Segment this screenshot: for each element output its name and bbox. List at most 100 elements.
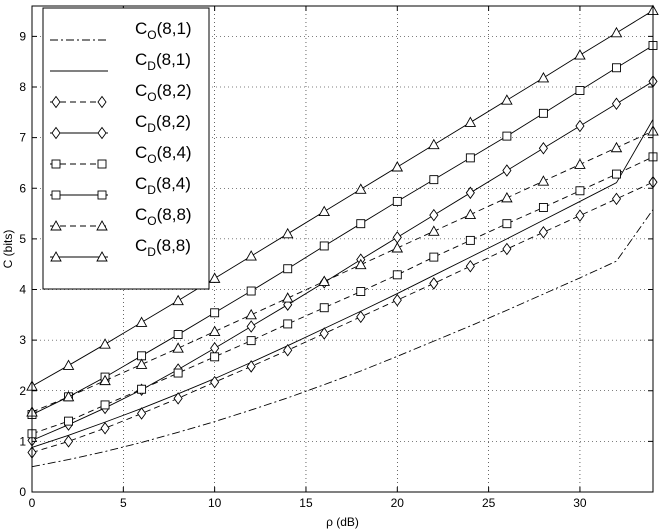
y-tick-label: 1 [19,434,26,448]
data-point [465,235,475,245]
data-point [611,97,622,110]
data-point [465,259,475,273]
data-point [610,26,623,38]
data-point [99,338,111,349]
y-tick-label: 5 [19,232,26,246]
data-point [356,287,366,296]
y-axis-title: C (bits) [1,230,15,269]
data-point [502,164,512,177]
data-point [210,352,220,362]
axis-ticks: 0 5 10 15 20 25 30 0 1 2 3 4 5 6 7 8 9 [19,6,653,510]
y-tick-label: 3 [19,333,26,347]
data-point [64,416,73,426]
legend-marker [96,251,108,262]
data-point [612,169,621,179]
series-2 [27,175,658,459]
series-line [31,156,654,435]
series-line [31,181,654,453]
series-line [31,130,654,413]
legend-marker [97,159,107,169]
data-point [574,158,586,169]
legend-marker [51,190,61,200]
data-point [538,108,548,118]
legend-label: CO(8,1) [135,19,192,42]
x-tick-label: 10 [208,496,222,510]
data-point [319,327,329,340]
data-point [99,374,111,386]
data-point [100,421,110,435]
legend-label: CO(8,4) [135,143,192,166]
data-point [210,308,220,318]
data-point [172,294,184,306]
data-point [575,209,585,222]
data-point [428,225,440,236]
data-point [62,390,75,402]
legend-marker [97,190,107,200]
y-tick-label: 6 [19,181,26,195]
data-point [137,384,147,394]
series-line [31,45,654,415]
legend: CO(8,1) CD(8,1) CO(8,2) CD(8,2) CO(8,4) CD(8,… [42,7,210,290]
data-point [246,286,256,296]
data-point [465,153,475,163]
data-point [318,205,331,216]
series-line [31,209,654,468]
data-point [575,186,585,196]
y-tick-label: 7 [19,131,26,145]
x-axis-title: ρ (dB) [326,515,359,529]
legend-label: CO(8,8) [135,205,192,228]
data-point [283,264,293,274]
legend-marker [97,126,107,140]
data-point [464,116,477,127]
x-tick-label: 25 [482,496,496,510]
legend-label: CO(8,2) [135,81,192,104]
legend-entry: CO(8,4) [50,143,192,169]
legend-entry: CD(8,8) [50,236,191,262]
data-point [246,360,256,373]
data-point [281,227,294,239]
legend-marker [50,251,62,262]
legend-marker [51,126,61,140]
x-tick-label: 30 [573,496,587,510]
y-tick-label: 2 [19,384,26,398]
data-point [356,310,366,324]
legend-entry: CD(8,1) [50,50,191,73]
data-point [100,400,110,410]
y-tick-label: 9 [19,29,26,43]
data-point [208,325,221,336]
data-point [319,241,329,251]
series-6 [26,125,659,417]
legend-marker [51,95,61,109]
legend-box [42,7,210,290]
data-point [538,203,548,212]
data-point [501,94,513,105]
data-point [611,192,622,206]
plot-frame [31,5,654,493]
data-point [173,330,183,340]
data-point [356,219,366,229]
data-point [172,342,184,353]
data-point [392,270,402,280]
data-point [283,343,293,357]
data-point [208,272,221,283]
y-tick-label: 0 [19,485,26,499]
data-point [391,161,404,172]
data-point [246,320,256,333]
data-point [502,131,512,141]
data-point [392,196,402,206]
series-layer [26,4,659,468]
data-point [429,277,439,290]
data-point [501,191,513,203]
data-point [210,375,220,389]
data-point [354,258,367,270]
legend-marker [51,159,61,169]
legend-entry: CD(8,2) [50,112,191,140]
legend-entry: CD(8,4) [50,174,191,200]
data-point [245,308,257,320]
data-point [392,293,402,307]
data-point [245,250,257,261]
data-point [610,141,623,153]
x-tick-label: 20 [391,496,405,510]
legend-entry: CO(8,1) [50,19,192,42]
data-point [428,138,440,150]
